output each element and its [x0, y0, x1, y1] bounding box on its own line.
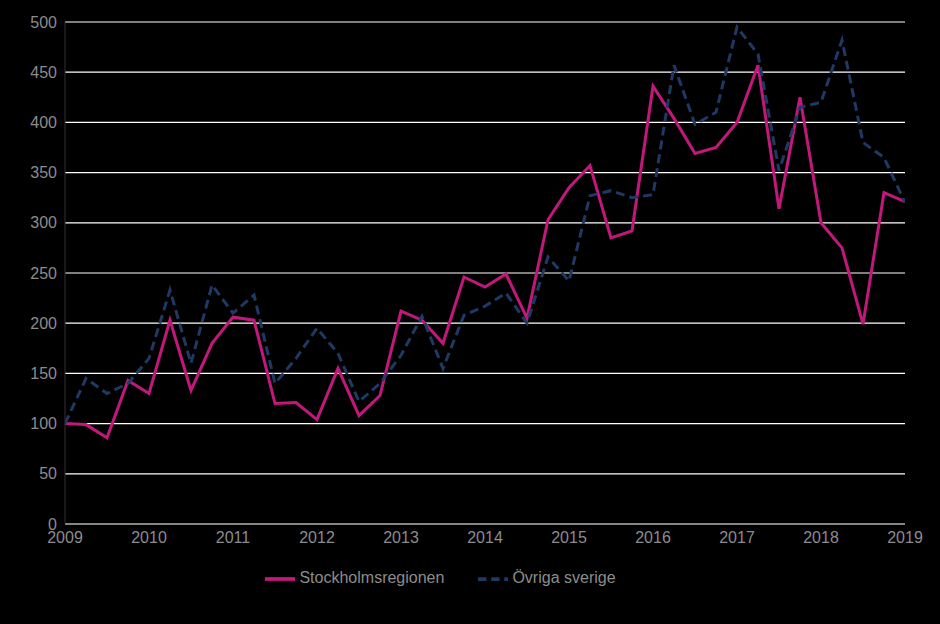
svg-text:2015: 2015: [551, 529, 587, 546]
html-text:Stockholmsregionen: Stockholmsregionen: [299, 569, 445, 587]
svg-text:2011: 2011: [216, 529, 251, 546]
svg-text:2013: 2013: [383, 529, 419, 546]
svg-text:50: 50: [39, 465, 57, 482]
svg-text:400: 400: [30, 114, 57, 131]
svg-text:100: 100: [30, 415, 57, 432]
svg-text:350: 350: [30, 164, 57, 181]
svg-text:2014: 2014: [467, 529, 503, 546]
svg-text:2017: 2017: [719, 529, 755, 546]
svg-text:450: 450: [30, 64, 57, 81]
svg-text:2019: 2019: [887, 529, 923, 546]
svg-text:2012: 2012: [299, 529, 335, 546]
svg-text:200: 200: [30, 315, 57, 332]
svg-text:0: 0: [48, 516, 57, 533]
svg-text:500: 500: [30, 14, 57, 31]
svg-text:150: 150: [30, 365, 57, 382]
html-text:Övriga sverige: Övriga sverige: [512, 569, 616, 587]
svg-text:250: 250: [30, 265, 57, 282]
svg-text:2010: 2010: [131, 529, 167, 546]
svg-text:2018: 2018: [803, 529, 839, 546]
svg-text:2009: 2009: [47, 529, 83, 547]
svg-text:300: 300: [30, 214, 57, 231]
svg-text:2016: 2016: [635, 529, 671, 546]
